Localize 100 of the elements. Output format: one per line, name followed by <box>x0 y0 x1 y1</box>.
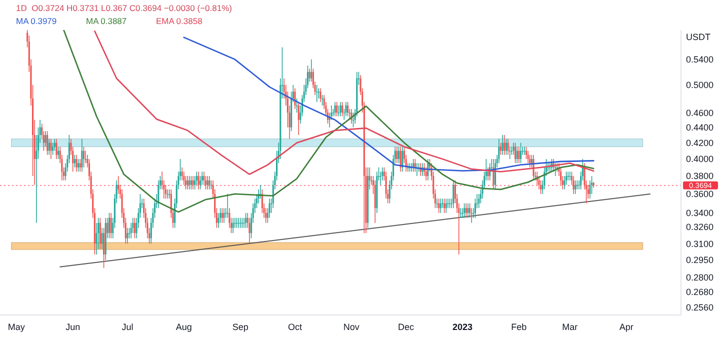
candlestick <box>126 228 128 244</box>
candlestick <box>487 167 489 181</box>
candlestick <box>106 217 108 239</box>
x-tick-label: Oct <box>288 322 302 332</box>
candlestick <box>336 102 338 117</box>
y-tick-label: 0.2800 <box>686 272 714 283</box>
candlestick <box>530 154 532 168</box>
candlestick <box>134 217 136 239</box>
y-tick-label: 0.4200 <box>686 138 714 148</box>
candlestick <box>203 171 205 186</box>
text: EMA 0.3858 <box>156 16 203 26</box>
x-tick-label: Apr <box>619 322 634 332</box>
candlestick <box>382 167 384 181</box>
candlestick <box>342 102 344 117</box>
y-tick-label: 0.2950 <box>686 255 714 266</box>
candlestick <box>464 202 466 218</box>
y-tick-label: 0.3100 <box>686 238 714 249</box>
candlestick <box>78 158 80 172</box>
candlestick <box>206 176 208 190</box>
candlestick <box>166 188 168 200</box>
candlestick <box>79 158 81 172</box>
candlestick <box>465 202 467 218</box>
candlestick <box>438 198 440 214</box>
candlestick <box>380 171 382 186</box>
candlestick <box>320 88 322 102</box>
candlestick <box>529 154 531 168</box>
candlestick <box>340 102 342 117</box>
text: MA 0.3887 <box>86 16 127 26</box>
candlestick <box>186 176 188 190</box>
candlestick <box>48 138 50 156</box>
candlestick <box>322 94 324 106</box>
candlestick <box>440 198 442 214</box>
candlestick <box>184 176 186 190</box>
candlestick <box>294 88 296 110</box>
y-axis-title: USDT <box>686 32 711 42</box>
candlestick <box>347 102 349 117</box>
y-tick-label: 0.4000 <box>686 154 714 164</box>
candlestick <box>368 167 370 190</box>
candlestick <box>46 130 48 156</box>
candlestick <box>168 188 170 200</box>
candlestick <box>298 102 300 136</box>
candlestick <box>569 171 571 181</box>
candlestick <box>194 176 196 190</box>
candlestick <box>308 68 310 82</box>
candlestick <box>518 146 520 164</box>
candlestick <box>567 171 569 181</box>
candlestick <box>374 180 376 224</box>
candlestick <box>474 198 476 218</box>
candlestick <box>232 217 234 234</box>
candlestick <box>520 142 522 164</box>
candlestick <box>345 102 347 117</box>
candlestick <box>310 58 312 82</box>
x-tick-label: Mar <box>562 322 578 332</box>
candlestick <box>221 208 223 224</box>
candlestick <box>348 108 350 120</box>
candlestick <box>201 171 203 186</box>
y-tick-label: 0.3260 <box>686 222 714 232</box>
x-tick-label: May <box>8 322 26 332</box>
candlestick <box>96 222 98 255</box>
x-tick-label: Aug <box>176 322 192 332</box>
candlestick <box>74 154 76 168</box>
y-tick-label: 0.2680 <box>686 287 714 298</box>
y-tick-label: 0.3800 <box>686 171 714 182</box>
candlestick <box>192 176 194 190</box>
candlestick <box>574 180 576 194</box>
candlestick <box>587 184 589 200</box>
candlestick <box>525 146 527 160</box>
y-tick-label: 0.2560 <box>686 302 714 312</box>
candlestick <box>478 194 480 208</box>
candlestick <box>223 208 225 224</box>
candlestick <box>56 138 58 160</box>
candlestick <box>316 84 318 102</box>
candlestick <box>445 198 447 214</box>
candlestick <box>589 180 591 200</box>
candlestick <box>118 176 120 194</box>
candlestick <box>50 138 52 160</box>
candlestick <box>103 228 105 268</box>
candlestick <box>318 88 320 99</box>
candlestick <box>265 208 267 224</box>
candlestick <box>514 142 516 164</box>
candlestick <box>498 138 500 164</box>
candlestick <box>572 176 574 194</box>
candlestick <box>296 98 298 114</box>
candlestick <box>452 180 454 208</box>
candlestick <box>181 167 183 181</box>
candlestick <box>396 146 398 164</box>
candlestick <box>540 180 542 194</box>
candlestick <box>52 142 54 156</box>
candlestick <box>108 212 110 239</box>
candlestick <box>188 176 190 190</box>
x-tick-label: Sep <box>232 322 248 332</box>
y-tick-label: 0.4400 <box>686 122 714 133</box>
candlestick <box>334 102 336 117</box>
candlestick <box>54 138 56 152</box>
y-tick-label: 0.3600 <box>686 189 714 200</box>
line-series <box>63 30 594 213</box>
candlestick <box>110 212 112 239</box>
candlestick <box>84 150 86 164</box>
x-tick-label: Jun <box>66 322 80 332</box>
candlestick <box>99 217 101 250</box>
